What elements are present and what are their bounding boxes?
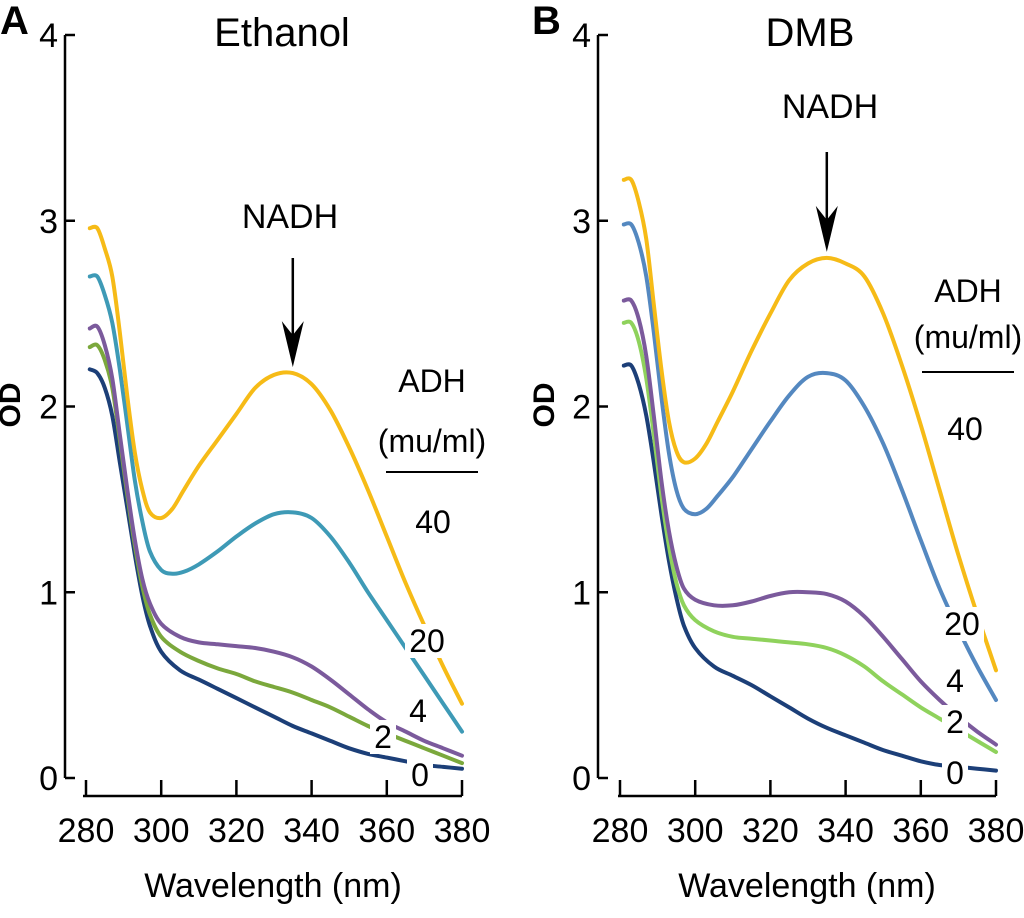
panel-a-series-4-label: 4	[409, 693, 427, 729]
panel-a-ytick-label-1: 1	[39, 574, 58, 612]
panel-a-series-20-label-bg	[405, 624, 449, 658]
panel-b-series-0-line	[621, 362, 998, 773]
panel-a-series-2-label-bg	[370, 720, 396, 754]
panel-b-series	[621, 176, 998, 773]
panel-a-series-0-label-bg	[407, 758, 433, 792]
panel-b-nadh-arrow-head	[815, 205, 838, 252]
panel-a-nadh-label: NADH	[242, 198, 338, 236]
panel-b-xtick-label-320: 320	[742, 812, 799, 850]
panel-b-series-4-line	[621, 297, 998, 747]
panel-a-legend-title-line1: ADH	[398, 363, 466, 399]
panel-b-series-40-line	[621, 176, 998, 673]
panel-b-nadh-arrow	[815, 152, 838, 252]
panel-a-ylabel: OD	[0, 383, 27, 428]
panel-b-y-ticks: 0 1 2 3 4	[572, 17, 608, 798]
panel-a-series-0-label: 0	[411, 757, 429, 793]
panel-b-series-4-label-bg	[942, 664, 968, 698]
panel-b-letter: B	[532, 0, 561, 43]
panel-b-series-2-line	[621, 319, 998, 754]
panel-a-x-ticks: 280 300 320 340 360 380	[58, 780, 491, 850]
panel-b-ytick-label-3: 3	[572, 203, 591, 241]
panel-a-y-ticks: 0 1 2 3 4	[39, 17, 75, 798]
panel-a-ytick-label-2: 2	[39, 389, 58, 427]
panel-b-series-4-label: 4	[946, 663, 964, 699]
panel-a-xlabel: Wavelength (nm)	[144, 867, 402, 905]
panel-b-series-40-label-bg	[943, 412, 987, 446]
panel-a-series-0-line	[87, 367, 464, 771]
panel-b-series-2-label-bg	[942, 705, 968, 739]
panel-a-series-4-label-bg	[405, 694, 431, 728]
panel-b-series-40-label: 40	[947, 411, 983, 447]
panel-b-series-labels: 0 2 4 20 40	[940, 411, 987, 791]
panel-a-xtick-label-300: 300	[133, 812, 190, 850]
panel-b-xlabel: Wavelength (nm)	[678, 867, 936, 905]
panel-b-series-20-label-bg	[940, 607, 984, 641]
panel-a-nadh-arrow	[281, 258, 304, 368]
panel-a-series-labels: 024 20 40	[370, 504, 455, 793]
panel-b-series-2-label: 2	[946, 704, 964, 740]
panel-b-legend-title-line1: ADH	[934, 273, 1002, 309]
panel-a-series-20-label: 20	[409, 623, 445, 659]
panel-b-nadh-label: NADH	[782, 88, 878, 126]
panel-a-xtick-label-380: 380	[434, 812, 491, 850]
panel-a-ytick-label-3: 3	[39, 203, 58, 241]
panel-a: A Ethanol OD Wavelength (nm) 0 1 2 3 4 280 30…	[0, 0, 490, 905]
panel-b-legend-title-line2: (mu/ml)	[914, 319, 1022, 355]
panel-a-series-40-label-bg	[411, 505, 455, 539]
panel-b-x-ticks: 280 300 320 340 360 380	[592, 780, 1024, 850]
panel-b-title: DMB	[766, 11, 855, 55]
panel-b-ylabel: OD	[528, 383, 561, 428]
panel-b-xtick-label-300: 300	[667, 812, 724, 850]
panel-a-series-40-label: 40	[415, 504, 451, 540]
panel-a-legend-title-line2: (mu/ml)	[378, 423, 486, 459]
panel-b-ytick-label-0: 0	[572, 760, 591, 798]
panel-b-series-0-label: 0	[946, 755, 964, 791]
panel-b-series-0-label-bg	[942, 756, 968, 790]
panel-b-series-20-label: 20	[944, 606, 980, 642]
panel-a-series-20-line	[87, 273, 464, 734]
panel-b-xtick-label-280: 280	[592, 812, 649, 850]
panel-b-ytick-label-4: 4	[572, 17, 591, 55]
panel-a-ytick-label-4: 4	[39, 17, 58, 55]
panel-b-xtick-label-360: 360	[892, 812, 949, 850]
panel-a-xtick-label-320: 320	[208, 812, 265, 850]
panel-b-xtick-label-380: 380	[968, 812, 1024, 850]
panel-a-letter: A	[0, 0, 29, 43]
panel-b-ytick-label-2: 2	[572, 389, 591, 427]
panel-b: B DMB OD Wavelength (nm) 0 1 2 3 4 280 300 320…	[528, 0, 1024, 905]
panel-a-xtick-label-340: 340	[283, 812, 340, 850]
panel-a-xtick-label-360: 360	[358, 812, 415, 850]
panel-b-ytick-label-1: 1	[572, 574, 591, 612]
panel-a-series	[87, 224, 464, 771]
panel-a-xtick-label-280: 280	[58, 812, 115, 850]
panel-a-ytick-label-0: 0	[39, 760, 58, 798]
panel-a-series-40-line	[87, 224, 464, 706]
panel-b-series-20-line	[621, 221, 998, 702]
panel-b-xtick-label-340: 340	[817, 812, 874, 850]
panel-a-series-2-label: 2	[374, 719, 392, 755]
panel-a-nadh-arrow-head	[281, 321, 304, 368]
panel-a-title: Ethanol	[214, 11, 350, 55]
